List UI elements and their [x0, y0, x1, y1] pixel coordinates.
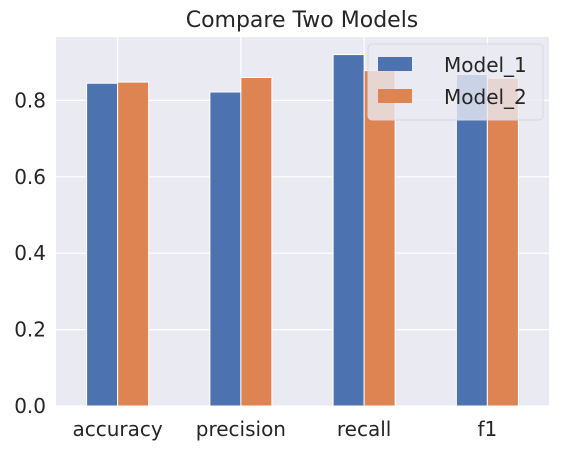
- legend-swatch: [378, 89, 412, 103]
- bar-Model_2-f1: [487, 78, 518, 406]
- bar-Model_2-precision: [241, 77, 272, 406]
- legend-label: Model_1: [444, 53, 527, 77]
- y-tick-label: 0.6: [14, 165, 46, 189]
- legend-swatch: [378, 57, 412, 71]
- bar-Model_1-accuracy: [87, 83, 118, 406]
- legend: Model_1 Model_2: [368, 44, 543, 120]
- y-axis-ticks: 0.0 0.2 0.4 0.6 0.8: [14, 88, 46, 418]
- x-tick-label: recall: [337, 417, 391, 441]
- legend-label: Model_2: [444, 85, 527, 109]
- x-tick-label: precision: [196, 417, 286, 441]
- y-tick-label: 0.4: [14, 241, 46, 265]
- chart-title: Compare Two Models: [186, 8, 419, 33]
- y-tick-label: 0.2: [14, 318, 46, 342]
- x-tick-label: accuracy: [73, 417, 163, 441]
- bar-Model_1-recall: [333, 55, 364, 406]
- x-axis-ticks: accuracy precision recall f1: [73, 417, 498, 441]
- bar-Model_2-accuracy: [118, 82, 149, 406]
- bar-Model_1-precision: [210, 92, 241, 406]
- bar-Model_1-f1: [456, 74, 487, 406]
- y-tick-label: 0.8: [14, 88, 46, 112]
- y-tick-label: 0.0: [14, 394, 46, 418]
- bar-Model_2-recall: [364, 71, 395, 406]
- x-tick-label: f1: [477, 417, 497, 441]
